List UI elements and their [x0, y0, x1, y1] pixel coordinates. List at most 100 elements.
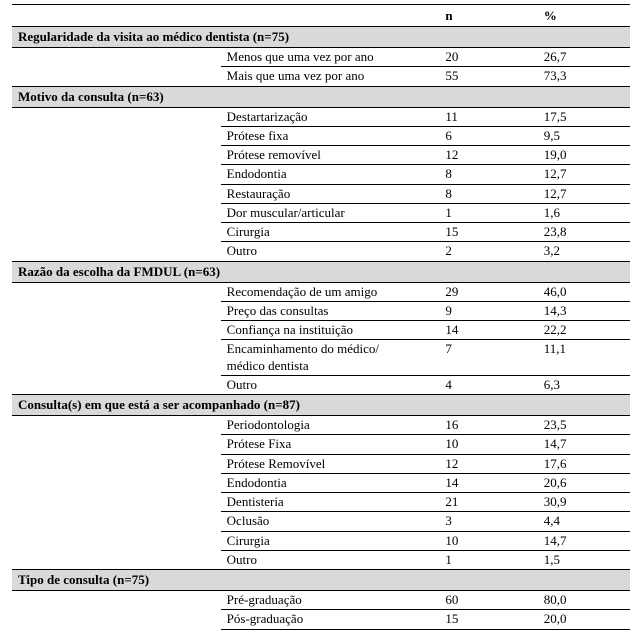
table-row: Encaminhamento do médico/médico dentista…: [12, 340, 630, 376]
row-label: Prótese Fixa: [221, 435, 440, 454]
row-n: 14: [439, 473, 537, 492]
row-lead-blank: [12, 610, 221, 629]
table-header-row: n %: [12, 5, 630, 27]
table-row: Outro23,2: [12, 242, 630, 261]
row-lead-blank: [12, 242, 221, 261]
section-header: Consulta(s) em que está a ser acompanhad…: [12, 395, 630, 416]
row-label: Endodontia: [221, 473, 440, 492]
row-pct: 1,5: [538, 550, 630, 569]
row-label: Pré-graduação: [221, 591, 440, 610]
row-n: 16: [439, 416, 537, 435]
row-n: 60: [439, 591, 537, 610]
row-lead-blank: [12, 282, 221, 301]
row-pct: 23,8: [538, 223, 630, 242]
row-pct: 17,5: [538, 107, 630, 126]
table-row: Pré-graduação6080,0: [12, 591, 630, 610]
table-row: Prótese Fixa1014,7: [12, 435, 630, 454]
table-row: Endodontia812,7: [12, 165, 630, 184]
row-n: 7: [439, 340, 537, 376]
row-lead-blank: [12, 165, 221, 184]
table-row: Outro46,3: [12, 375, 630, 394]
row-pct: 26,7: [538, 48, 630, 67]
row-pct: 14,7: [538, 435, 630, 454]
table-row: Pós-graduação1520,0: [12, 610, 630, 629]
row-label: Outro: [221, 550, 440, 569]
section-title: Motivo da consulta (n=63): [12, 86, 630, 107]
row-lead-blank: [12, 340, 221, 376]
table-row: Prótese removível1219,0: [12, 146, 630, 165]
row-lead-blank: [12, 321, 221, 340]
row-pct: 22,2: [538, 321, 630, 340]
row-pct: 14,3: [538, 301, 630, 320]
row-lead-blank: [12, 591, 221, 610]
row-n: 55: [439, 67, 537, 86]
table-row: Preço das consultas914,3: [12, 301, 630, 320]
table-row: Oclusão34,4: [12, 512, 630, 531]
row-label: Confiança na instituição: [221, 321, 440, 340]
row-label: Periodontologia: [221, 416, 440, 435]
row-n: 9: [439, 301, 537, 320]
row-lead-blank: [12, 126, 221, 145]
row-label: Recomendação de um amigo: [221, 282, 440, 301]
row-pct: 80,0: [538, 591, 630, 610]
row-pct: 9,5: [538, 126, 630, 145]
table-row: Recomendação de um amigo2946,0: [12, 282, 630, 301]
section-title: Regularidade da visita ao médico dentist…: [12, 27, 630, 48]
row-lead-blank: [12, 184, 221, 203]
row-n: 8: [439, 165, 537, 184]
row-label: Outro: [221, 375, 440, 394]
row-label: Prótese fixa: [221, 126, 440, 145]
row-n: 6: [439, 126, 537, 145]
row-n: 4: [439, 375, 537, 394]
row-lead-blank: [12, 146, 221, 165]
row-n: 10: [439, 435, 537, 454]
row-pct: 3,2: [538, 242, 630, 261]
row-lead-blank: [12, 550, 221, 569]
row-pct: 20,0: [538, 610, 630, 629]
row-lead-blank: [12, 223, 221, 242]
row-pct: 11,1: [538, 340, 630, 376]
row-label: Prótese removível: [221, 146, 440, 165]
row-pct: 12,7: [538, 184, 630, 203]
section-header: Tipo de consulta (n=75): [12, 570, 630, 591]
row-lead-blank: [12, 375, 221, 394]
row-pct: 6,3: [538, 375, 630, 394]
row-n: 2: [439, 242, 537, 261]
table-row: Cirurgia1523,8: [12, 223, 630, 242]
row-label: Prótese Removível: [221, 454, 440, 473]
row-label: Encaminhamento do médico/médico dentista: [221, 340, 440, 376]
row-n: 14: [439, 321, 537, 340]
header-n: n: [439, 5, 537, 27]
section-title: Tipo de consulta (n=75): [12, 570, 630, 591]
section-title: Razão da escolha da FMDUL (n=63): [12, 261, 630, 282]
table-row: Menos que uma vez por ano2026,7: [12, 48, 630, 67]
table-row: Prótese fixa69,5: [12, 126, 630, 145]
row-lead-blank: [12, 416, 221, 435]
header-pct: %: [538, 5, 630, 27]
table-row: Endodontia1420,6: [12, 473, 630, 492]
row-lead-blank: [12, 493, 221, 512]
row-label: Outro: [221, 242, 440, 261]
row-label: Endodontia: [221, 165, 440, 184]
row-lead-blank: [12, 473, 221, 492]
row-n: 12: [439, 454, 537, 473]
table-body: Regularidade da visita ao médico dentist…: [12, 27, 630, 630]
row-label: Menos que uma vez por ano: [221, 48, 440, 67]
row-pct: 23,5: [538, 416, 630, 435]
row-pct: 14,7: [538, 531, 630, 550]
row-n: 15: [439, 610, 537, 629]
row-n: 3: [439, 512, 537, 531]
section-header: Regularidade da visita ao médico dentist…: [12, 27, 630, 48]
row-pct: 30,9: [538, 493, 630, 512]
row-n: 10: [439, 531, 537, 550]
row-pct: 1,6: [538, 203, 630, 222]
row-n: 12: [439, 146, 537, 165]
section-header: Motivo da consulta (n=63): [12, 86, 630, 107]
table-row: Prótese Removível1217,6: [12, 454, 630, 473]
table-row: Destartarização1117,5: [12, 107, 630, 126]
section-title: Consulta(s) em que está a ser acompanhad…: [12, 395, 630, 416]
row-pct: 73,3: [538, 67, 630, 86]
row-pct: 20,6: [538, 473, 630, 492]
row-lead-blank: [12, 512, 221, 531]
row-n: 21: [439, 493, 537, 512]
